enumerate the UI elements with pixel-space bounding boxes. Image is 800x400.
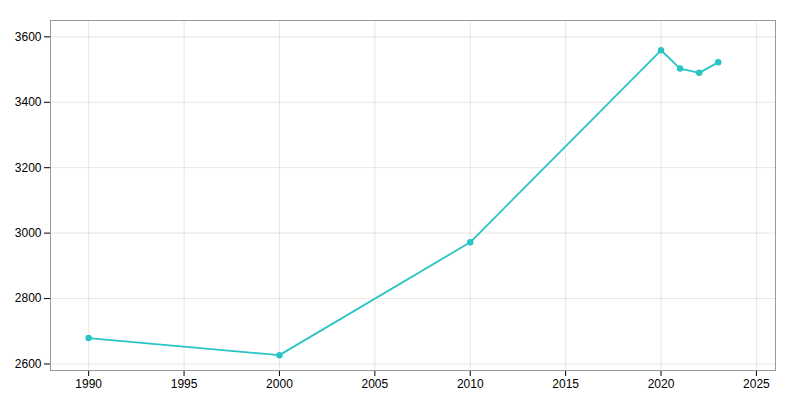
svg-text:3600: 3600 [15,30,42,44]
svg-text:2010: 2010 [457,377,484,391]
svg-text:2000: 2000 [266,377,293,391]
svg-text:3200: 3200 [15,161,42,175]
svg-text:2020: 2020 [648,377,675,391]
svg-text:1990: 1990 [75,377,102,391]
svg-text:2025: 2025 [743,377,770,391]
svg-text:2800: 2800 [15,291,42,305]
svg-text:1995: 1995 [171,377,198,391]
svg-text:2600: 2600 [15,357,42,371]
svg-text:2015: 2015 [552,377,579,391]
svg-text:2005: 2005 [361,377,388,391]
svg-text:3400: 3400 [15,95,42,109]
svg-text:3000: 3000 [15,226,42,240]
